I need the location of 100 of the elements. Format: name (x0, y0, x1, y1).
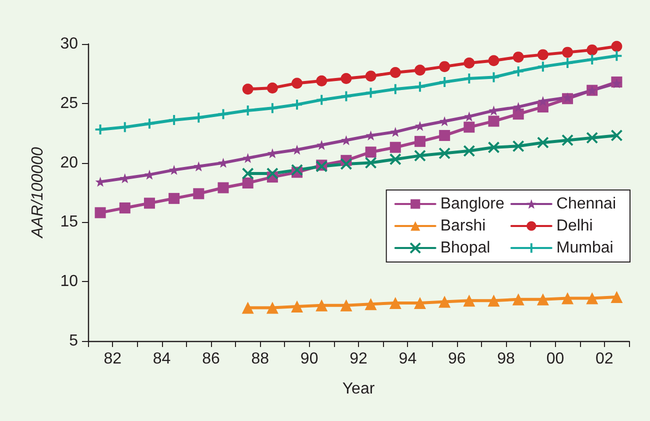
point (512, 65, 524, 78)
y-tick-label: 10 (60, 273, 78, 290)
point (562, 134, 574, 146)
point (168, 192, 180, 204)
point (586, 44, 598, 56)
point (464, 58, 475, 69)
point (364, 156, 377, 169)
point (439, 61, 450, 72)
point (488, 294, 500, 307)
point (94, 207, 106, 218)
point (512, 293, 524, 306)
point (364, 298, 377, 310)
point (586, 132, 598, 144)
point (610, 50, 623, 62)
point (536, 60, 549, 73)
point (414, 64, 426, 76)
point (340, 299, 352, 312)
point (536, 136, 549, 149)
point (266, 302, 278, 314)
point (193, 188, 204, 200)
point (439, 130, 450, 141)
y-axis-title: AAR/100000 (30, 147, 46, 239)
point (266, 167, 278, 180)
point (414, 80, 426, 93)
point (390, 142, 401, 153)
point (389, 296, 402, 309)
point (611, 40, 622, 52)
point (488, 55, 500, 66)
point (192, 112, 205, 124)
legend-label: Mumbai (556, 240, 614, 256)
x-tick-label: 86 (202, 350, 220, 368)
point (266, 102, 278, 114)
y-tick-label: 30 (60, 36, 78, 52)
y-tick-label: 20 (60, 154, 78, 172)
legend-label: Chennai (556, 196, 616, 212)
point (586, 53, 598, 66)
point (488, 141, 500, 154)
point (218, 182, 229, 194)
point (414, 136, 426, 147)
point (562, 57, 574, 70)
point (291, 98, 304, 111)
point (242, 177, 254, 188)
point (364, 86, 377, 99)
point (512, 140, 524, 152)
point (610, 291, 623, 304)
x-tick-label: 98 (497, 350, 516, 368)
point (119, 202, 130, 214)
point (292, 78, 303, 89)
point (340, 90, 352, 102)
point (536, 293, 549, 306)
point (488, 116, 500, 127)
point (143, 118, 156, 130)
point (291, 164, 304, 176)
x-tick-label: 94 (398, 350, 417, 368)
point (316, 299, 328, 312)
x-tick-label: 88 (251, 350, 270, 368)
point (463, 294, 476, 307)
point (562, 292, 574, 304)
point (586, 292, 598, 304)
x-tick-label: 96 (448, 350, 466, 368)
point (512, 108, 524, 120)
point (118, 121, 131, 134)
legend-label: Delhi (556, 218, 593, 234)
x-tick-label: 90 (300, 350, 318, 368)
point (316, 94, 328, 106)
y-tick-label: 25 (60, 94, 78, 112)
x-tick-label: 92 (350, 350, 368, 368)
point (340, 158, 352, 170)
legend-label: Barshi (440, 218, 486, 234)
point (316, 75, 328, 86)
point (464, 122, 475, 133)
point (512, 52, 524, 63)
x-tick-label: 82 (104, 350, 122, 368)
x-tick-label: 00 (546, 350, 564, 368)
point (463, 144, 476, 157)
point (414, 120, 425, 131)
point (610, 129, 623, 142)
point (562, 46, 574, 58)
point (438, 76, 451, 88)
point (291, 300, 304, 313)
x-tick-label: 84 (152, 350, 171, 368)
point (389, 153, 402, 166)
point (365, 146, 376, 158)
y-tick-label: 15 (60, 214, 78, 231)
point (537, 49, 548, 60)
y-tick-label: 5 (69, 332, 78, 350)
legend-label: Bhopal (440, 240, 490, 256)
point (414, 150, 426, 162)
point (266, 82, 278, 94)
point (242, 84, 254, 95)
point (144, 170, 154, 180)
point (144, 198, 155, 209)
point (389, 83, 402, 96)
point (390, 67, 401, 78)
point (414, 296, 426, 309)
point (242, 167, 254, 180)
point (438, 296, 451, 308)
point (365, 70, 376, 82)
point (217, 108, 230, 120)
point (438, 147, 451, 160)
